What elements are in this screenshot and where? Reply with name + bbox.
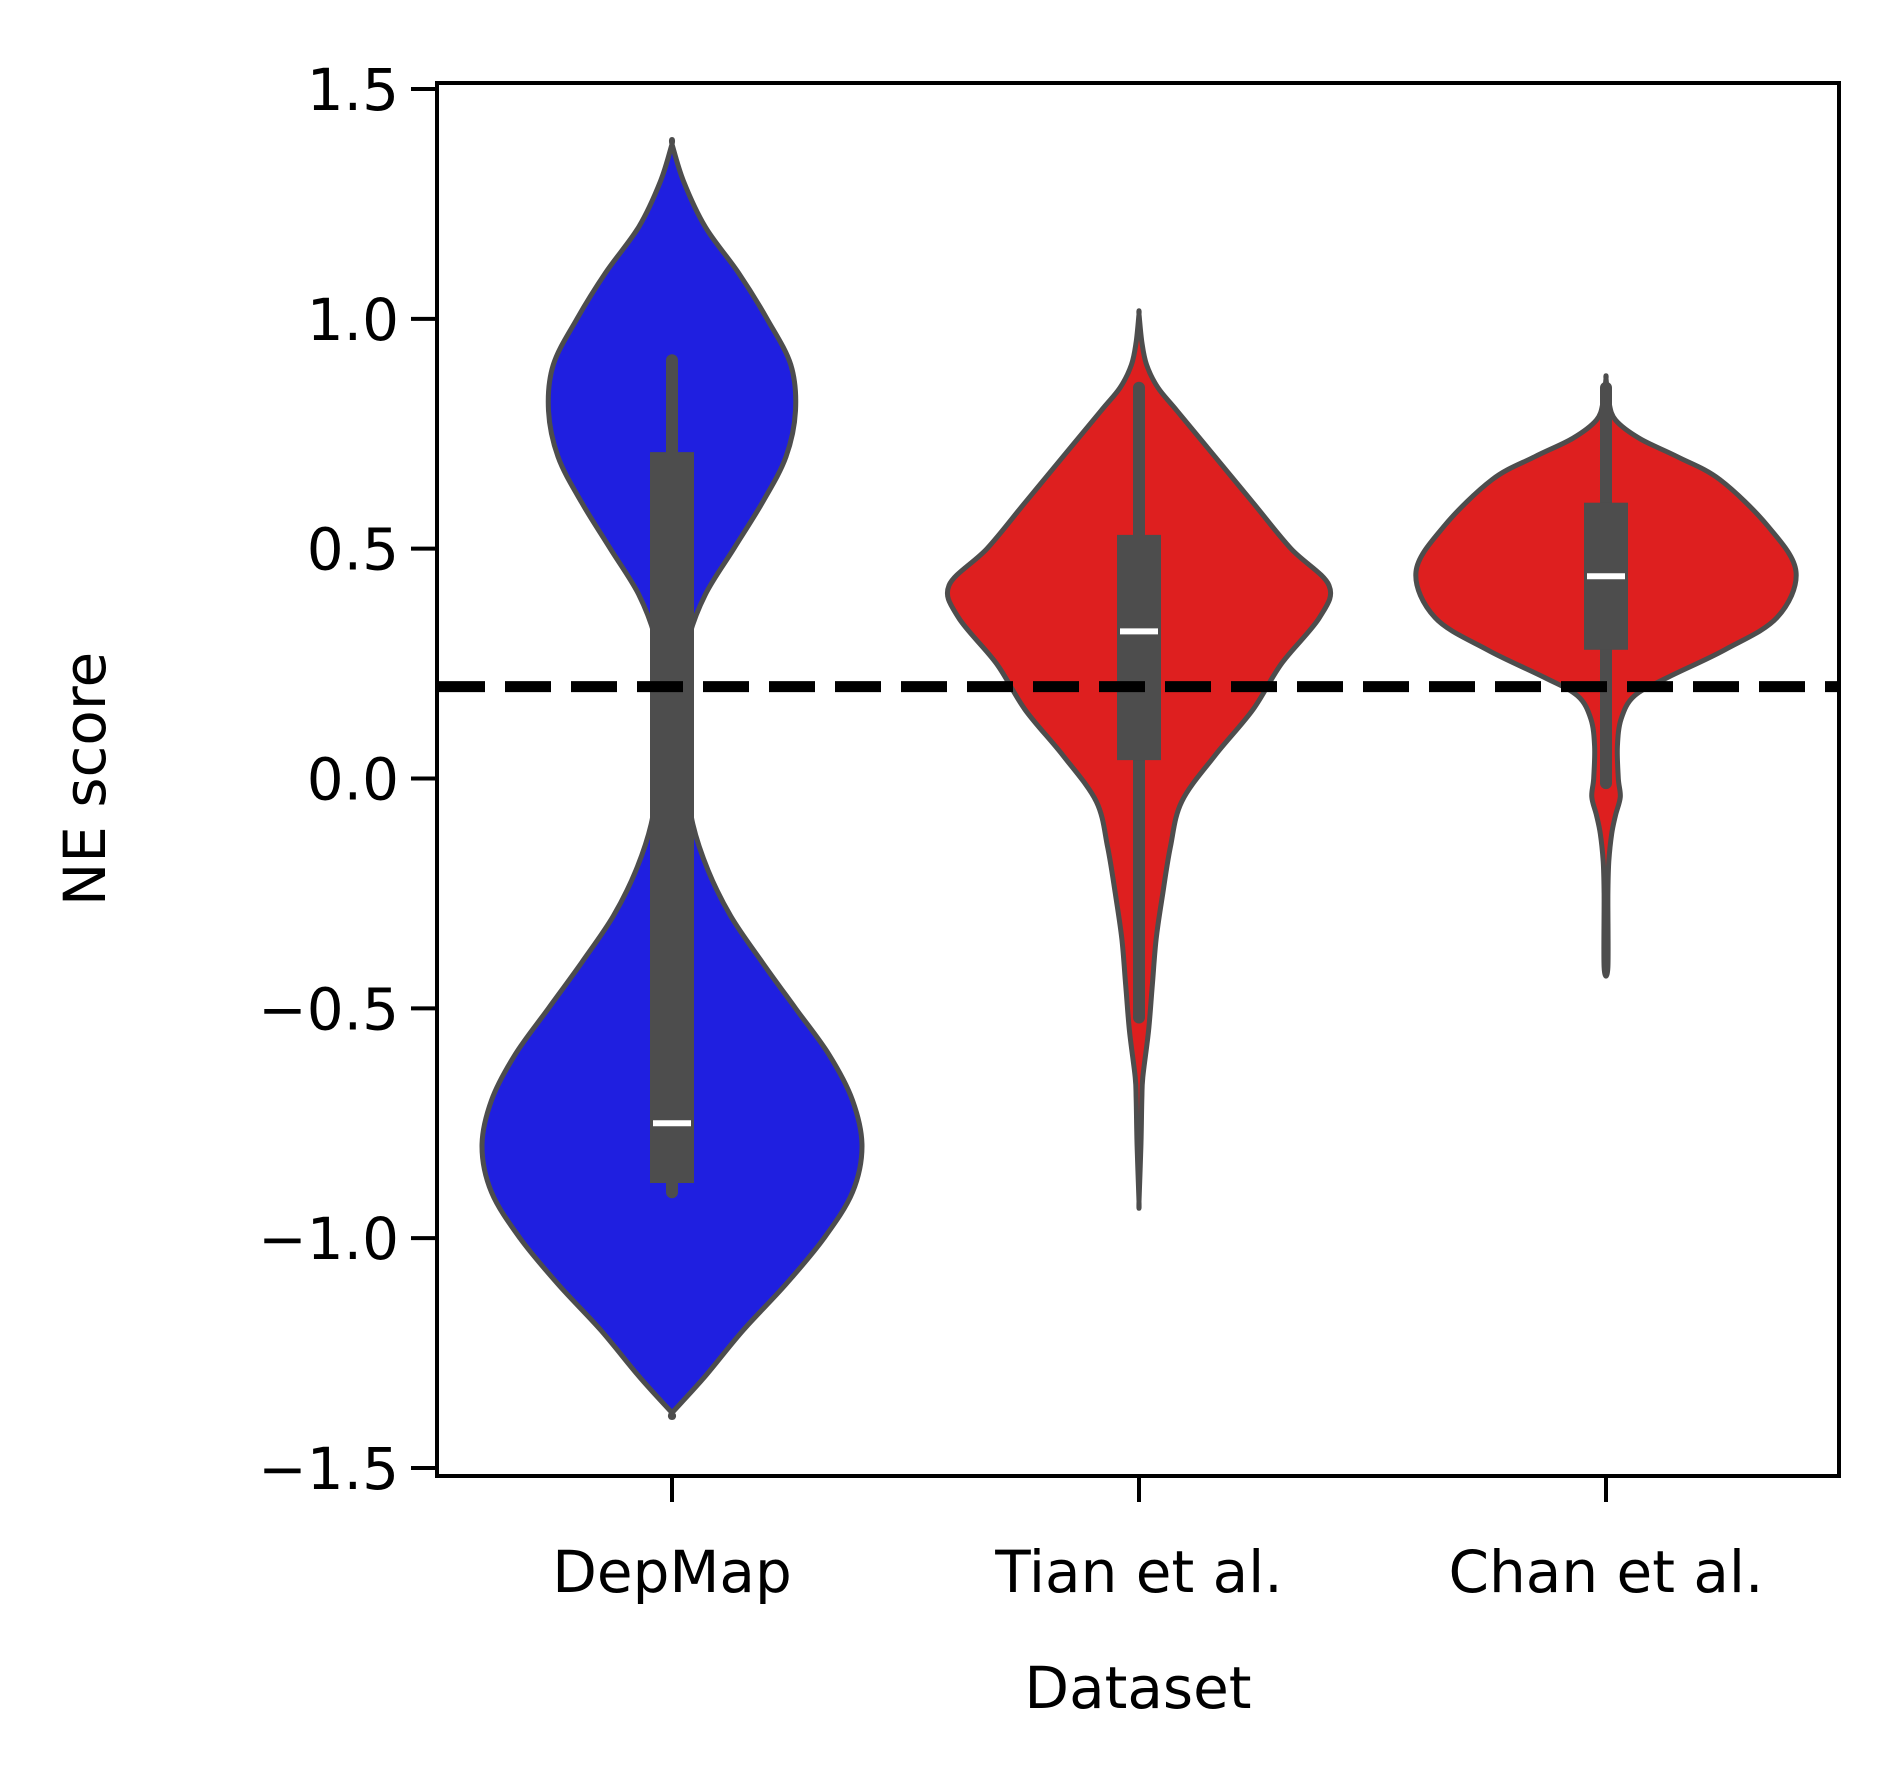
x-tick-label: Tian et al. [994,1538,1282,1606]
y-tick-label: 1.5 [307,56,399,124]
y-tick-label: 0.5 [307,516,399,584]
x-tick-label: DepMap [552,1538,792,1606]
violin-depmap [479,137,865,1420]
iqr-box-depmap [650,452,694,1184]
y-axis: 1.5 1.0 0.5 0.0 −0.5 −1.0 −1.5 [258,56,437,1503]
iqr-box-tian-et-al [1117,534,1161,761]
x-tick-label: Chan et al. [1449,1538,1764,1606]
y-tick-label: 1.0 [307,286,399,354]
x-axis: DepMap Tian et al. Chan et al. [552,1476,1763,1606]
violin-tian-et-al [944,308,1334,1211]
violin-chan-et-al [1413,373,1799,979]
y-tick-label: −1.0 [258,1205,399,1273]
y-tick-label: −1.5 [258,1435,399,1503]
y-tick-label: 0.0 [307,746,399,814]
x-axis-label: Dataset [1024,1654,1251,1722]
violins [479,137,1799,1420]
y-tick-label: −0.5 [258,975,399,1043]
y-axis-label: NE score [51,652,119,906]
